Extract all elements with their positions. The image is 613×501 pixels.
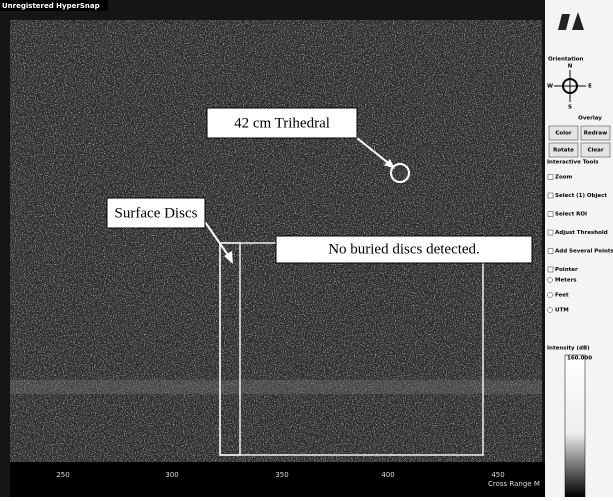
x-axis-label: Cross Range M [488,480,540,488]
screenshot: Unregistered HyperSnap 250 300 350 400 4… [0,0,613,497]
tool-label[interactable]: Add Several Points [555,249,613,255]
unit-label[interactable]: Meters [555,278,577,284]
x-tick: 400 [381,471,394,479]
x-tick: 300 [165,471,178,479]
compass-e: E [588,84,592,90]
tool-label[interactable]: Select ROI [555,212,587,218]
x-axis-bar [10,462,545,497]
button-label[interactable]: Redraw [584,131,607,137]
tool-checkbox[interactable] [548,193,553,198]
orientation-title: Orientation [548,57,584,63]
tool-checkbox[interactable] [548,230,553,235]
trihedral-label: 42 cm Trihedral [234,115,330,131]
tool-checkbox[interactable] [548,212,553,217]
unit-label[interactable]: Feet [555,293,569,299]
tool-label[interactable]: Select (1) Object [555,193,607,199]
tool-label[interactable]: Zoom [555,175,573,181]
unit-radio[interactable] [548,293,553,298]
button-label[interactable]: Clear [587,148,603,154]
tools-title: Interactive Tools [547,160,599,166]
compass-w: W [547,84,553,90]
intensity-title: Intensity (dB) [547,346,590,352]
colorbar [565,355,585,497]
tool-checkbox[interactable] [548,249,553,254]
surface-label: Surface Discs [115,205,198,221]
unit-radio[interactable] [548,278,553,283]
overlay-title: Overlay [578,116,602,122]
unit-label[interactable]: UTM [555,308,569,314]
ground-band [10,380,542,394]
compass-n: N [568,64,573,70]
window-title: Unregistered HyperSnap [2,2,100,10]
x-tick: 250 [56,471,69,479]
compass-s: S [568,105,572,111]
app-window: Unregistered HyperSnap 250 300 350 400 4… [0,0,613,497]
tool-label[interactable]: Adjust Threshold [555,230,608,236]
unit-radio[interactable] [548,308,553,313]
button-label[interactable]: Color [555,131,571,137]
button-label[interactable]: Rotate [553,148,574,154]
x-tick: 350 [275,471,288,479]
tool-checkbox[interactable] [548,267,553,272]
intensity-max: 160.000 [567,356,592,362]
x-tick: 450 [491,471,504,479]
tool-checkbox[interactable] [548,175,553,180]
buried-label: No buried discs detected. [328,241,480,257]
tool-label[interactable]: Pointer [555,267,578,273]
